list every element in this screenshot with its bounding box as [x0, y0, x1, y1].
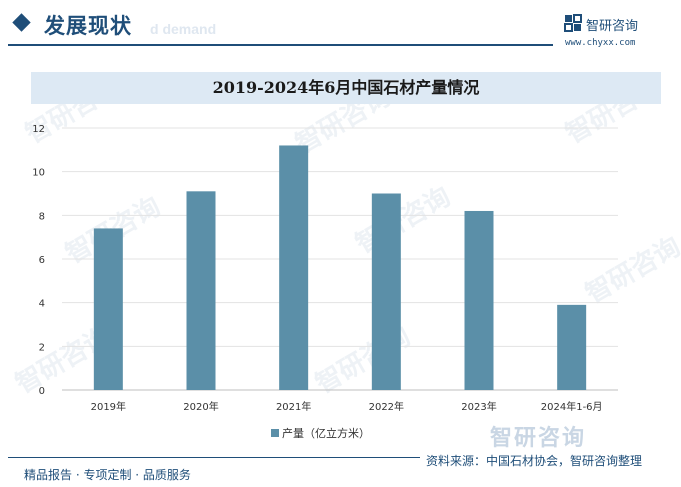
y-tick-label: 2 [39, 342, 45, 353]
section-title: 发展现状 [44, 13, 132, 38]
data-source: 资料来源：中国石材协会，智研咨询整理 [426, 454, 643, 468]
bar [557, 304, 587, 390]
x-tick-label: 2024年1-6月 [541, 400, 603, 413]
section-subtitle-ghost: d demand [150, 21, 217, 37]
legend-swatch [271, 429, 279, 437]
brand-url: www.chyxx.com [565, 38, 636, 48]
y-tick-label: 8 [39, 211, 45, 222]
y-tick-label: 0 [39, 386, 45, 397]
chart-title: 2019-2024年6月中国石材产量情况 [212, 78, 480, 97]
footer-divider [8, 457, 420, 458]
x-tick-label: 2023年 [461, 400, 496, 413]
bar [464, 210, 494, 390]
source-logo: 智研咨询 [490, 426, 587, 451]
brand-logo-text: 智研咨询 [586, 19, 639, 34]
x-tick-label: 2021年 [276, 400, 311, 413]
x-tick-label: 2020年 [183, 400, 218, 413]
bar [279, 145, 309, 390]
bar [93, 228, 123, 390]
footer-tagline: 精品报告 · 专项定制 · 品质服务 [24, 468, 191, 482]
legend-label: 产量（亿立方米） [282, 426, 370, 440]
y-tick-label: 6 [39, 255, 45, 266]
chart-title-band: 2019-2024年6月中国石材产量情况 [31, 72, 661, 104]
header-divider [8, 44, 553, 46]
y-tick-label: 12 [32, 124, 45, 135]
x-tick-label: 2019年 [91, 400, 126, 413]
y-tick-label: 10 [32, 168, 45, 179]
x-tick-label: 2022年 [369, 400, 404, 413]
bar [186, 191, 216, 390]
header: d demand 发展现状 智研咨询 www.chyxx.com [0, 0, 681, 50]
y-tick-label: 4 [39, 299, 45, 310]
brand-logo-icon [564, 14, 582, 32]
bar [371, 193, 401, 390]
